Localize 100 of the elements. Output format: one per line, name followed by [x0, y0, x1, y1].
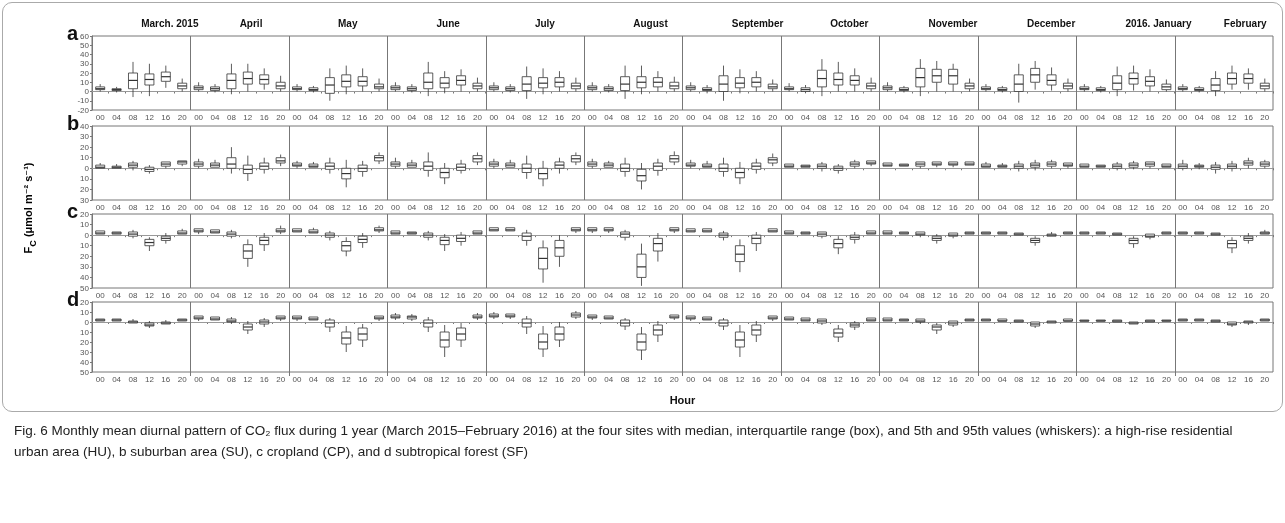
x-tick-label: 16	[456, 374, 467, 384]
x-tick-label: 04	[702, 202, 713, 212]
x-tick-label: 08	[423, 112, 434, 122]
x-tick-label: 00	[489, 374, 499, 384]
x-tick-label: 16	[555, 374, 565, 384]
y-tick-label: 10	[80, 153, 90, 163]
x-tick-label: 08	[522, 112, 532, 122]
x-tick-label: 16	[850, 112, 860, 122]
x-tick-label: 12	[637, 374, 647, 384]
x-tick-label: 00	[587, 202, 598, 212]
x-tick-label: 12	[637, 112, 647, 122]
x-tick-label: 00	[981, 202, 991, 212]
x-tick-label: 16	[1145, 374, 1155, 384]
x-tick-label: 04	[1194, 112, 1205, 122]
x-tick-label: 08	[1211, 112, 1221, 122]
x-tick-label: 20	[1063, 374, 1073, 384]
x-tick-label: 12	[1129, 202, 1139, 212]
x-tick-label: 20	[965, 202, 975, 212]
x-tick-label: 20	[669, 290, 680, 300]
x-tick-label: 20	[1161, 374, 1172, 384]
x-tick-label: 20	[768, 202, 778, 212]
x-tick-label: 12	[932, 374, 942, 384]
y-tick-label: 0	[84, 163, 90, 173]
x-tick-label: 08	[620, 112, 631, 122]
x-tick-label: 16	[751, 374, 762, 384]
x-tick-label: 20	[965, 374, 975, 384]
y-tick-label: 50	[80, 367, 90, 377]
x-tick-label: 00	[1079, 112, 1090, 122]
x-tick-label: 08	[915, 290, 926, 300]
x-tick-label: 20	[473, 290, 483, 300]
x-tick-label: 04	[1194, 374, 1205, 384]
x-tick-label: 16	[161, 112, 171, 122]
x-tick-label: 04	[308, 290, 319, 300]
x-tick-label: 16	[259, 374, 270, 384]
x-tick-label: 00	[194, 202, 204, 212]
x-tick-label: 12	[833, 374, 844, 384]
x-tick-label: 16	[1243, 290, 1254, 300]
x-tick-label: 08	[128, 202, 138, 212]
y-tick-label: 10	[80, 241, 90, 251]
x-tick-label: 00	[391, 202, 401, 212]
x-tick-label: 16	[1243, 202, 1254, 212]
x-tick-label: 20	[276, 202, 286, 212]
x-tick-label: 20	[473, 202, 483, 212]
x-tick-label: 04	[801, 112, 811, 122]
x-tick-label: 20	[1063, 112, 1073, 122]
x-tick-label: 16	[1047, 374, 1057, 384]
x-tick-label: 12	[1227, 202, 1237, 212]
x-tick-label: 16	[1243, 112, 1254, 122]
y-tick-label: 20	[80, 209, 90, 219]
y-tick-label: 50	[80, 283, 90, 293]
x-tick-label: 08	[1014, 112, 1024, 122]
x-tick-label: 12	[833, 202, 844, 212]
x-tick-label: 20	[473, 112, 483, 122]
chart-title: a	[67, 22, 79, 44]
x-tick-label: 08	[1211, 202, 1221, 212]
x-tick-label: 12	[932, 202, 942, 212]
x-tick-label: 20	[1260, 290, 1270, 300]
x-tick-label: 00	[1079, 290, 1090, 300]
x-tick-label: 12	[341, 202, 352, 212]
x-tick-label: 16	[948, 202, 959, 212]
x-tick-label: 16	[456, 202, 467, 212]
x-tick-label: 16	[653, 374, 663, 384]
x-tick-label: 12	[538, 112, 549, 122]
x-tick-label: 08	[915, 202, 926, 212]
x-tick-label: 04	[112, 112, 122, 122]
y-tick-label: -10	[77, 96, 90, 106]
x-tick-label: 12	[144, 202, 155, 212]
x-tick-label: 00	[1079, 374, 1090, 384]
x-tick-label: 08	[620, 374, 631, 384]
x-tick-label: 12	[538, 374, 549, 384]
x-tick-label: 16	[653, 202, 663, 212]
x-tick-label: 04	[407, 112, 417, 122]
x-tick-label: 12	[1030, 290, 1041, 300]
x-tick-label: 08	[817, 374, 827, 384]
x-tick-label: 20	[177, 112, 188, 122]
x-tick-label: 20	[177, 202, 188, 212]
x-tick-label: 08	[915, 374, 926, 384]
y-tick-label: 30	[80, 195, 90, 205]
x-tick-label: 04	[604, 202, 614, 212]
x-tick-label: 16	[161, 202, 171, 212]
x-tick-label: 16	[358, 202, 368, 212]
x-tick-label: 16	[751, 202, 762, 212]
x-tick-label: 12	[440, 202, 450, 212]
x-tick-label: 16	[751, 290, 762, 300]
x-tick-label: 08	[423, 202, 434, 212]
text: August	[633, 17, 669, 29]
x-tick-label: 04	[308, 374, 319, 384]
x-tick-label: 08	[1014, 290, 1024, 300]
x-tick-label: 04	[801, 290, 811, 300]
x-tick-label: 08	[719, 374, 729, 384]
x-tick-label: 20	[965, 290, 975, 300]
x-tick-label: 08	[1112, 202, 1123, 212]
y-tick-label: 0	[84, 230, 90, 240]
x-tick-label: 16	[161, 374, 171, 384]
y-tick-label: 30	[80, 59, 90, 69]
x-tick-label: 04	[702, 112, 713, 122]
x-tick-label: 00	[391, 290, 401, 300]
x-tick-label: 08	[1014, 202, 1024, 212]
x-tick-label: 04	[1096, 374, 1106, 384]
x-tick-label: 12	[1030, 374, 1041, 384]
